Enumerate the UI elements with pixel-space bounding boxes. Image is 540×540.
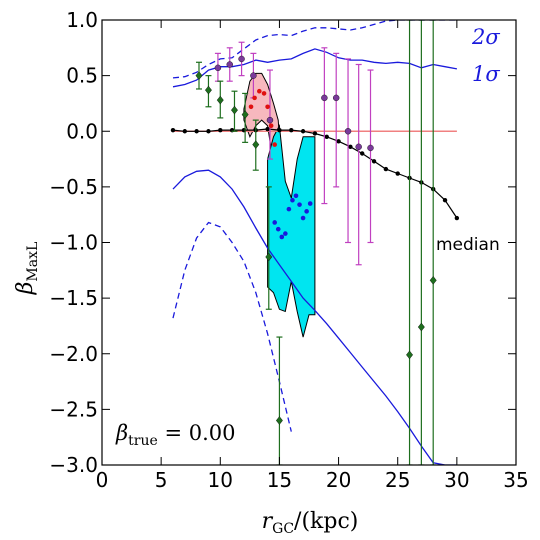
purple-points-marker <box>344 128 352 135</box>
green-points-marker <box>216 95 224 105</box>
x-tick-label: 35 <box>503 468 528 492</box>
blue-dots-point <box>300 215 306 221</box>
median-point <box>312 131 318 136</box>
purple-points-marker <box>355 143 362 151</box>
red-dots-point <box>252 95 257 101</box>
two-sigma-lower-line <box>172 221 292 432</box>
median-point <box>277 127 282 133</box>
x-axis-label: rGC/(kpc) <box>262 509 359 537</box>
blue-dots-point <box>279 234 285 240</box>
purple-points-marker <box>238 55 245 63</box>
median-label: median <box>436 235 500 255</box>
green-points-marker <box>231 105 238 115</box>
green-points-marker <box>417 322 425 332</box>
one-sigma-label: 1σ <box>472 62 500 86</box>
x-tick-label: 25 <box>385 468 410 492</box>
green-points-marker <box>429 276 437 285</box>
purple-points-marker <box>333 94 340 102</box>
median-point <box>182 129 187 134</box>
red-dots-point <box>268 123 274 128</box>
purple-points-marker <box>214 64 222 72</box>
green-points-marker <box>252 140 260 149</box>
red-dots-point <box>261 91 267 96</box>
cyan-band <box>267 124 316 338</box>
blue-dots-point <box>290 197 295 203</box>
axes: 0 5 10 15 20 25 30 35 1.0 0.5 0.0 −0.5 −1.0 −1.5 −2.0 −… <box>49 8 528 492</box>
x-tick-label: 10 <box>208 468 233 492</box>
median-point <box>324 134 329 140</box>
blue-dots-point <box>297 202 302 207</box>
median-point <box>265 126 270 132</box>
purple-points-marker <box>250 72 257 79</box>
green-points-marker <box>265 252 273 262</box>
red-dots-point <box>248 104 254 110</box>
y-tick-label: −1.0 <box>49 231 98 255</box>
green-points-marker <box>205 85 212 95</box>
two-sigma-label: 2σ <box>471 25 500 49</box>
median-point <box>383 166 389 172</box>
median-point <box>348 144 353 150</box>
median-point <box>442 198 448 203</box>
blue-dots-point <box>286 206 292 212</box>
two-sigma-upper-line <box>172 20 457 79</box>
y-tick-label: −2.0 <box>49 342 98 366</box>
median-point <box>206 129 211 134</box>
purple-points-marker <box>266 116 274 124</box>
x-tick-label: 20 <box>326 468 351 492</box>
green-points-marker <box>195 71 203 80</box>
x-tick-label: 0 <box>96 468 109 492</box>
y-axis-label: βMaxL <box>13 242 41 296</box>
x-tick-label: 30 <box>444 468 469 492</box>
median-point <box>300 129 306 134</box>
median-point <box>289 127 294 133</box>
y-tick-label: 0.0 <box>66 119 98 143</box>
blue-dots-point <box>307 201 313 206</box>
red-dots-point <box>272 142 277 147</box>
x-tick-label: 15 <box>267 468 292 492</box>
y-tick-label: −0.5 <box>49 175 98 199</box>
blue-dots-point <box>283 231 288 236</box>
green-points-marker <box>275 416 283 425</box>
median-point <box>360 151 365 156</box>
purple-points-marker <box>226 61 233 68</box>
red-dots-point <box>265 104 270 110</box>
purple-points-marker <box>367 144 374 152</box>
y-tick-label: 0.5 <box>66 64 98 88</box>
y-tick-label: −2.5 <box>49 397 98 421</box>
median-point <box>336 139 341 144</box>
red-dots-point <box>257 88 262 94</box>
median-point <box>170 127 176 133</box>
median-point <box>194 129 199 134</box>
beta-true-annotation: βtrue = 0.00 <box>115 421 235 449</box>
blue-dots-point <box>275 226 281 232</box>
y-tick-label: −1.5 <box>49 286 98 310</box>
blue-dots-point <box>304 209 309 214</box>
blue-dots-point <box>293 193 299 199</box>
blue-dots-point <box>272 220 277 225</box>
median-point <box>395 171 400 176</box>
green-points-marker <box>241 110 249 119</box>
median-point <box>218 127 223 133</box>
x-tick-label: 5 <box>155 468 168 492</box>
y-tick-label: 1.0 <box>66 8 98 32</box>
y-tick-label: −3.0 <box>49 453 98 477</box>
median-point <box>371 159 377 164</box>
median-point <box>454 215 460 221</box>
green-points-marker <box>406 350 413 360</box>
purple-points-marker <box>321 94 328 102</box>
plot-area <box>170 20 460 465</box>
